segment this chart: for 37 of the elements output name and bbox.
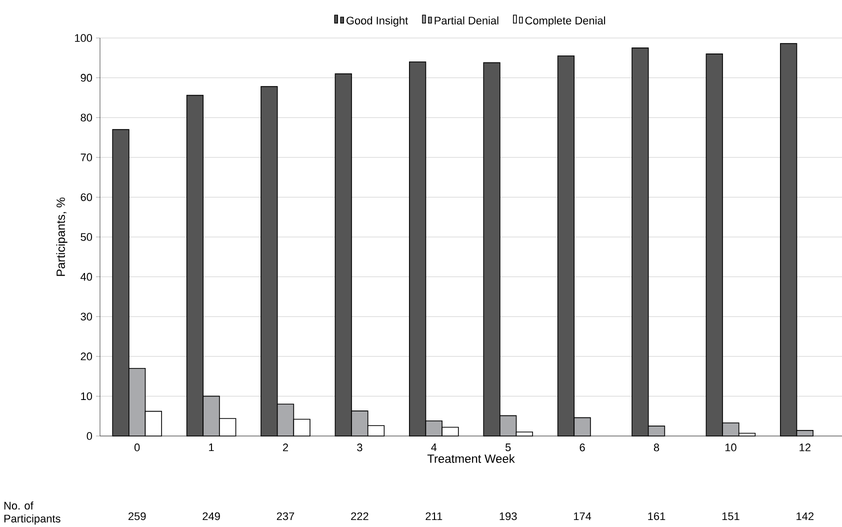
text: 249 bbox=[202, 512, 220, 520]
y-tick-label: 20 bbox=[80, 352, 92, 360]
text: 222 bbox=[351, 512, 368, 520]
text: 259 bbox=[128, 512, 146, 520]
legend-label: Good Insight bbox=[346, 16, 408, 27]
text: 211 bbox=[426, 512, 442, 520]
x-tick-label: 10 bbox=[725, 444, 736, 452]
y-tick-label: 0 bbox=[86, 432, 92, 440]
x-tick-label: 1 bbox=[209, 444, 214, 452]
x-tick-label: 12 bbox=[800, 444, 810, 452]
text: 161 bbox=[648, 512, 666, 520]
x-tick-label: 3 bbox=[357, 444, 362, 452]
y-tick-label: 10 bbox=[81, 392, 92, 400]
text: 237 bbox=[276, 512, 294, 520]
legend-label: Partial Denial bbox=[434, 16, 498, 24]
y-tick-label: 50 bbox=[80, 233, 92, 241]
x-tick-label: 0 bbox=[134, 444, 140, 452]
y-tick-label: 60 bbox=[80, 193, 92, 202]
y-axis-title: Participants, % bbox=[56, 198, 68, 276]
text: 174 bbox=[574, 512, 592, 520]
x-axis-title: Treatment Week bbox=[427, 454, 515, 463]
text: 142 bbox=[796, 512, 814, 520]
x-tick-label: 2 bbox=[283, 444, 288, 452]
legend-label: Complete Denial bbox=[525, 16, 606, 27]
y-tick-label: 100 bbox=[75, 34, 92, 42]
y-tick-label: 80 bbox=[80, 114, 92, 122]
text: No. of Participants bbox=[4, 502, 60, 525]
text: 193 bbox=[500, 512, 517, 520]
x-tick-label: 5 bbox=[505, 444, 511, 452]
y-tick-label: 30 bbox=[80, 312, 92, 320]
x-tick-label: 4 bbox=[431, 444, 437, 452]
y-tick-label: 40 bbox=[80, 272, 92, 281]
x-tick-label: 8 bbox=[654, 444, 660, 452]
text: 151 bbox=[722, 512, 740, 520]
x-tick-label: 6 bbox=[580, 444, 585, 452]
y-tick-label: 90 bbox=[80, 74, 92, 82]
y-tick-label: 70 bbox=[80, 154, 92, 162]
